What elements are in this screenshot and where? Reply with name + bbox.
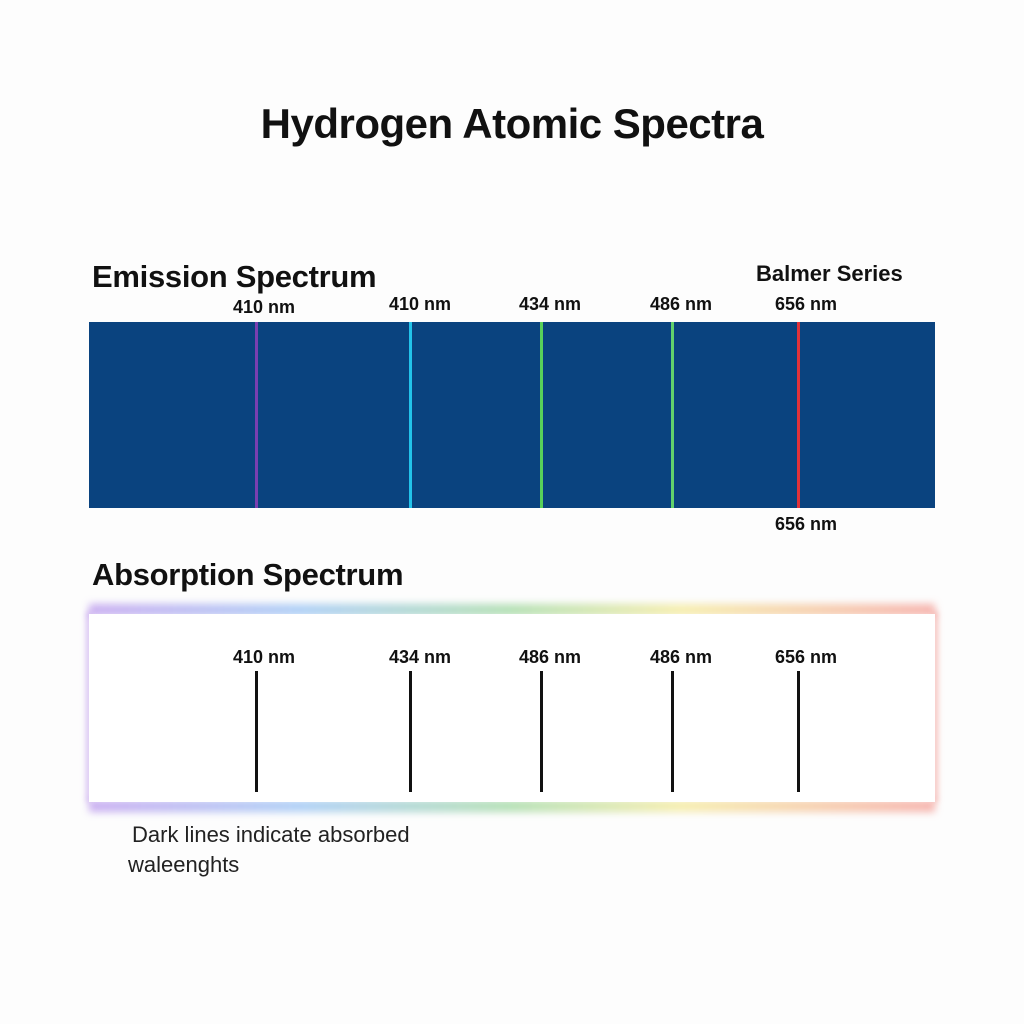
absorption-line-1 [255,671,258,792]
emission-line-green [540,322,543,508]
emission-label-3: 434 nm [518,294,582,314]
spectrum-glow-right [932,612,938,802]
emission-line-green-2 [671,322,674,508]
absorption-label-1: 410 nm [232,647,296,667]
spectrum-glow-bottom [89,800,935,812]
absorption-label-3: 486 nm [518,647,582,667]
absorption-panel [89,614,935,802]
page-title: Hydrogen Atomic Spectra [260,100,764,147]
emission-bottom-label: 656 nm [774,514,838,534]
emission-label-2: 410 nm [388,294,452,314]
emission-line-red [797,322,800,508]
absorption-label-2: 434 nm [388,647,452,667]
emission-label-1: 410 nm [232,297,296,317]
emission-label-5: 656 nm [774,294,838,314]
note-line-1: Dark lines indicate absorbed [132,822,410,847]
absorption-line-4 [671,671,674,792]
absorption-note: Dark lines indicate absorbed waleenghts [128,820,508,880]
absorption-label-5: 656 nm [774,647,838,667]
emission-line-cyan [409,322,412,508]
absorption-line-3 [540,671,543,792]
emission-line-violet [255,322,258,508]
balmer-series-label: Balmer Series [756,261,903,286]
absorption-label-4: 486 nm [649,647,713,667]
emission-label-4: 486 nm [649,294,713,314]
absorption-line-5 [797,671,800,792]
note-line-2: waleenghts [128,852,240,877]
absorption-heading: Absorption Spectrum [92,557,404,592]
emission-band [89,322,935,508]
absorption-line-2 [409,671,412,792]
spectrum-glow-top [89,604,935,616]
emission-heading: Emission Spectrum [92,259,377,294]
